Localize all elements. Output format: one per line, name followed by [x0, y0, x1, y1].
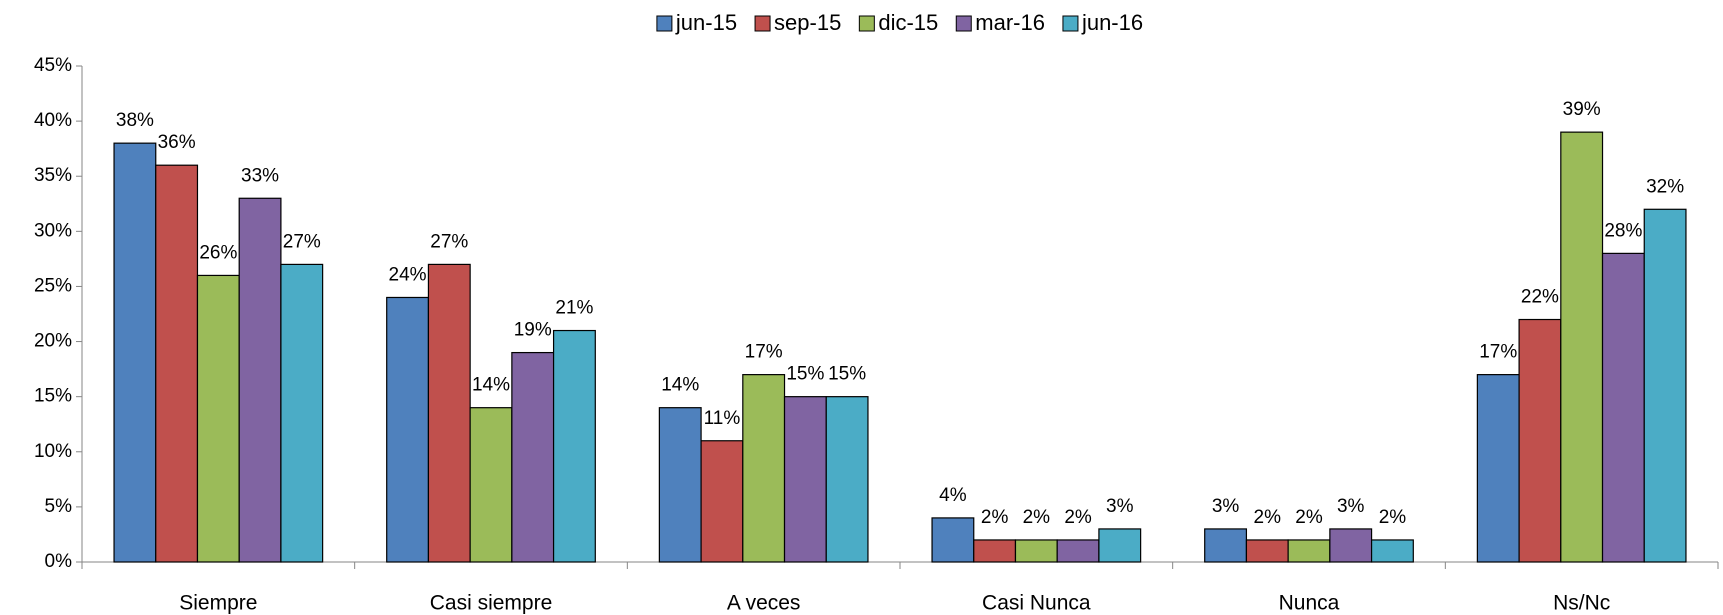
bar [280, 263, 324, 563]
data-label: 2% [981, 507, 1009, 528]
x-tick-label: Siempre [179, 592, 257, 615]
bar [1245, 539, 1289, 563]
y-tick-label: 0% [45, 551, 73, 572]
data-label: 11% [704, 408, 741, 429]
bar [1643, 208, 1687, 563]
bar [552, 329, 596, 563]
data-label: 4% [939, 485, 967, 506]
y-tick-label: 25% [34, 275, 72, 296]
data-label: 24% [389, 264, 427, 285]
bar [196, 274, 240, 563]
legend-swatch [656, 15, 673, 32]
data-label: 19% [514, 320, 552, 341]
legend-label: dic-15 [878, 10, 938, 35]
legend-swatch [955, 15, 972, 32]
data-label: 2% [1295, 507, 1323, 528]
bar [427, 263, 471, 563]
y-tick-label: 35% [34, 165, 72, 186]
bar [386, 296, 430, 563]
bar [825, 396, 869, 563]
data-label: 39% [1563, 99, 1601, 120]
bar [1518, 318, 1562, 563]
bar [1056, 539, 1100, 563]
bar [155, 164, 199, 563]
x-tick-label: Ns/Nc [1553, 592, 1610, 615]
data-label: 2% [1023, 507, 1051, 528]
data-label: 22% [1521, 287, 1559, 308]
x-tick-label: Casi Nunca [982, 592, 1091, 615]
data-label: 36% [158, 132, 196, 153]
legend-label: jun-15 [675, 10, 737, 35]
data-label: 32% [1646, 176, 1684, 197]
legend-label: sep-15 [774, 10, 841, 35]
bar [1476, 374, 1520, 563]
bar [1287, 539, 1331, 563]
bar [1370, 539, 1414, 563]
data-label: 3% [1106, 496, 1134, 517]
y-tick-label: 10% [34, 441, 72, 462]
x-tick-label: Nunca [1279, 592, 1340, 615]
data-label: 14% [472, 375, 510, 396]
bar [931, 517, 975, 563]
data-label: 28% [1604, 220, 1642, 241]
y-tick-label: 30% [34, 220, 72, 241]
data-label: 14% [661, 375, 699, 396]
bar [1204, 528, 1248, 563]
bar [238, 197, 282, 563]
bar [511, 351, 555, 563]
y-tick-label: 5% [45, 496, 73, 517]
data-label: 27% [430, 231, 468, 252]
bar [1601, 252, 1645, 563]
data-label: 2% [1254, 507, 1282, 528]
data-label: 27% [283, 231, 321, 252]
legend: jun-15 sep-15 dic-15 mar-16 jun-16 [656, 10, 1143, 35]
data-label: 15% [786, 364, 824, 385]
bar [700, 440, 744, 563]
x-tick-label: A veces [727, 592, 801, 615]
data-label: 3% [1337, 496, 1365, 517]
bar [1560, 131, 1604, 563]
y-tick-label: 20% [34, 331, 72, 352]
data-label: 15% [828, 364, 866, 385]
y-tick-label: 45% [34, 55, 72, 76]
bar [113, 142, 157, 563]
x-tick-label: Casi siempre [430, 592, 553, 615]
data-label: 26% [199, 242, 237, 263]
data-label: 38% [116, 110, 154, 131]
bar [1098, 528, 1142, 563]
data-label: 21% [555, 298, 593, 319]
bar [658, 407, 702, 563]
bar [1014, 539, 1058, 563]
data-label: 17% [745, 342, 783, 363]
bar [742, 374, 786, 563]
bar [973, 539, 1017, 563]
bar [469, 407, 513, 563]
bar [783, 396, 827, 563]
legend-label: mar-16 [975, 10, 1045, 35]
data-label: 2% [1064, 507, 1092, 528]
data-label: 33% [241, 165, 279, 186]
y-tick-label: 15% [34, 386, 72, 407]
legend-swatch [754, 15, 771, 32]
y-tick-label: 40% [34, 110, 72, 131]
bar [1329, 528, 1373, 563]
legend-swatch [858, 15, 875, 32]
data-label: 17% [1479, 342, 1517, 363]
legend-label: jun-16 [1081, 10, 1143, 35]
data-label: 3% [1212, 496, 1240, 517]
legend-swatch [1062, 15, 1079, 32]
data-label: 2% [1379, 507, 1407, 528]
